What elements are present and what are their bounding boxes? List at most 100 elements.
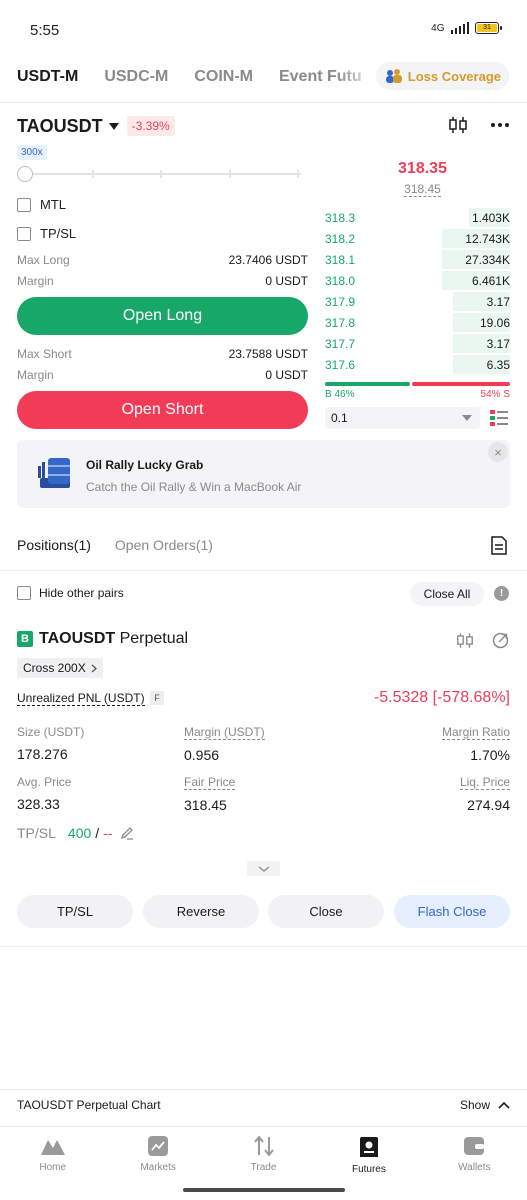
slider-tick	[229, 170, 231, 178]
ratio-labels: B 46% 54% S	[325, 389, 510, 400]
bid-quantity: 27.334K	[465, 252, 510, 267]
chevron-down-icon	[462, 415, 472, 421]
sell-ratio-fill	[412, 382, 510, 386]
nav-home[interactable]: Home	[0, 1128, 105, 1178]
bid-quantity: 1.403K	[471, 210, 510, 225]
more-options-icon[interactable]	[490, 122, 510, 128]
amount-slider[interactable]	[17, 166, 301, 182]
tpsl-label: TP/SL	[40, 226, 77, 241]
depth-bar	[441, 250, 510, 269]
network-type: 4G	[431, 22, 445, 34]
bottom-nav: Home Markets Trade Futures Wallets	[0, 1128, 527, 1178]
header-divider	[0, 102, 527, 103]
mtl-label: MTL	[40, 197, 66, 212]
buy-ratio-label: B 46%	[325, 389, 355, 400]
position-actions	[456, 632, 509, 649]
close-all-button[interactable]: Close All	[410, 582, 484, 606]
fair-price-metric: Fair Price 318.45	[184, 775, 236, 813]
tab-coin-m[interactable]: COIN-M	[194, 68, 253, 85]
positions-tabs: Positions(1) Open Orders(1)	[17, 537, 213, 553]
last-price[interactable]: 318.35	[398, 160, 447, 177]
markets-icon	[148, 1136, 169, 1156]
card-divider	[0, 946, 527, 947]
nav-wallets[interactable]: Wallets	[422, 1128, 527, 1178]
hide-other-pairs-option[interactable]: Hide other pairs	[17, 586, 124, 600]
slider-tick	[297, 170, 299, 178]
info-icon[interactable]: !	[494, 586, 509, 601]
chart-bar[interactable]: TAOUSDT Perpetual Chart Show	[17, 1098, 510, 1112]
depth-bar	[441, 271, 510, 290]
mtl-checkbox[interactable]	[17, 197, 31, 212]
size-label: Size (USDT)	[17, 725, 85, 739]
slider-thumb[interactable]	[17, 166, 33, 182]
margin-long-label: Margin	[17, 274, 54, 288]
unrealized-pnl-label[interactable]: Unrealized PNL (USDT)	[17, 691, 145, 706]
bid-quantity: 3.17	[486, 336, 510, 351]
orderbook-row[interactable]: 318.1 27.334K	[325, 249, 510, 270]
tab-positions[interactable]: Positions(1)	[17, 537, 91, 553]
position-title[interactable]: TAOUSDT Perpetual	[39, 630, 188, 648]
promo-banner[interactable]: Oil Rally Lucky Grab Catch the Oil Rally…	[17, 440, 510, 508]
orderbook-row[interactable]: 317.8 19.06	[325, 312, 510, 333]
loss-coverage-button[interactable]: Loss Coverage	[375, 62, 509, 90]
tpsl-option[interactable]: TP/SL	[17, 226, 76, 241]
liq-price-metric: Liq. Price 274.94	[459, 775, 510, 813]
size-metric: Size (USDT) 178.276	[17, 725, 84, 762]
orderbook-row[interactable]: 318.2 12.743K	[325, 228, 510, 249]
orderbook-row[interactable]: 317.7 3.17	[325, 333, 510, 354]
mtl-option[interactable]: MTL	[17, 197, 66, 212]
pair-header: TAOUSDT -3.39%	[17, 112, 510, 140]
liq-price-label[interactable]: Liq. Price	[459, 775, 510, 790]
close-position-button[interactable]: Close	[268, 895, 384, 928]
tpsl-button[interactable]: TP/SL	[17, 895, 133, 928]
hide-other-pairs-checkbox[interactable]	[17, 586, 31, 600]
bid-price: 317.7	[325, 336, 356, 351]
bid-price: 318.2	[325, 231, 356, 246]
depth-step-select[interactable]: 0.1	[325, 407, 480, 429]
orderbook-row[interactable]: 317.9 3.17	[325, 291, 510, 312]
orderbook-view-icon[interactable]	[490, 410, 508, 426]
max-long-row: Max Long 23.7406 USDT	[17, 253, 308, 267]
leverage-badge[interactable]: 300x	[17, 145, 47, 160]
position-contract: Perpetual	[119, 630, 189, 647]
tpsl-separator: /	[95, 825, 100, 841]
show-chart-toggle[interactable]: Show	[460, 1098, 510, 1112]
nav-trade[interactable]: Trade	[211, 1128, 316, 1178]
tab-usdt-m[interactable]: USDT-M	[17, 68, 79, 85]
futures-icon	[359, 1137, 378, 1157]
share-icon[interactable]	[492, 632, 509, 649]
tab-open-orders[interactable]: Open Orders(1)	[114, 537, 213, 553]
fair-price-value: 318.45	[184, 797, 227, 813]
pair-selector[interactable]: TAOUSDT	[17, 115, 103, 136]
margin-ratio-label[interactable]: Margin Ratio	[441, 725, 510, 740]
shield-people-icon	[385, 69, 402, 83]
price-change-badge: -3.39%	[126, 116, 175, 136]
reverse-button[interactable]: Reverse	[143, 895, 259, 928]
mark-price[interactable]: 318.45	[404, 182, 441, 197]
history-document-icon[interactable]	[491, 536, 507, 555]
expand-details-button[interactable]	[247, 861, 280, 876]
edit-pencil-icon[interactable]	[120, 826, 134, 840]
orderbook-row[interactable]: 317.6 6.35	[325, 354, 510, 375]
orderbook-row[interactable]: 318.3 1.403K	[325, 207, 510, 228]
nav-futures[interactable]: Futures	[316, 1128, 421, 1178]
fair-price-label[interactable]: Fair Price	[184, 775, 236, 790]
depth-bar	[452, 355, 510, 374]
bid-price: 317.6	[325, 357, 356, 372]
orderbook-row[interactable]: 318.0 6.461K	[325, 270, 510, 291]
close-icon[interactable]: ×	[488, 442, 508, 462]
pnl-mode-badge[interactable]: F	[150, 691, 164, 705]
tab-usdc-m[interactable]: USDC-M	[104, 68, 169, 85]
margin-label[interactable]: Margin (USDT)	[184, 725, 265, 740]
candlestick-chart-icon[interactable]	[456, 632, 474, 649]
margin-mode-chip[interactable]: Cross 200X	[17, 658, 103, 678]
open-long-button[interactable]: Open Long	[17, 297, 308, 335]
tpsl-checkbox[interactable]	[17, 226, 31, 241]
bid-price: 317.8	[325, 315, 356, 330]
caret-down-icon[interactable]	[108, 122, 119, 130]
nav-markets[interactable]: Markets	[105, 1128, 210, 1178]
candlestick-chart-icon[interactable]	[448, 116, 468, 134]
flash-close-button[interactable]: Flash Close	[394, 895, 510, 928]
positions-divider	[0, 570, 527, 571]
open-short-button[interactable]: Open Short	[17, 391, 308, 429]
